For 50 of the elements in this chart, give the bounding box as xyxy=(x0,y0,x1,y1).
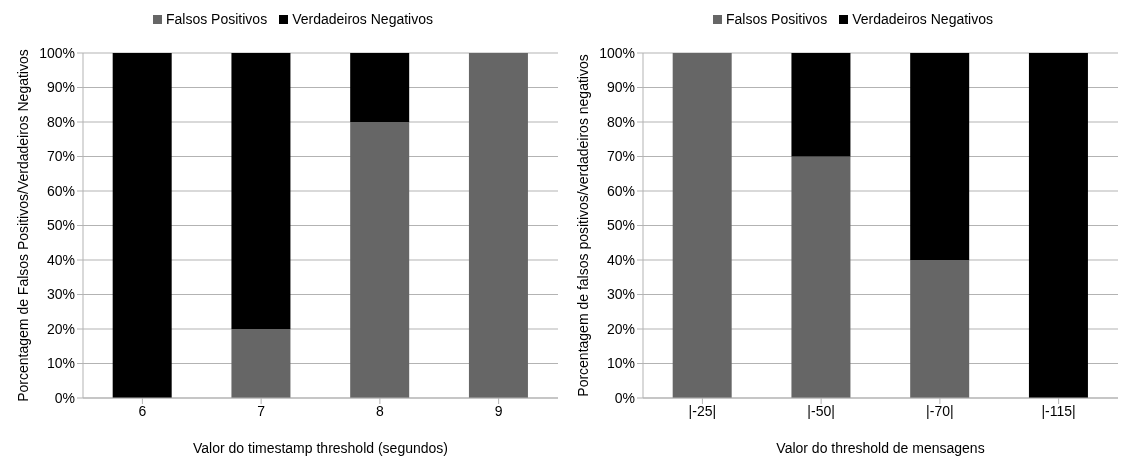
bar xyxy=(468,53,528,398)
x-tick-label: |-50| xyxy=(807,402,835,419)
legend-label: Verdadeiros Negativos xyxy=(291,11,434,27)
legend-label: Falsos Positivos xyxy=(165,11,268,27)
y-tick-label: 20% xyxy=(46,320,75,337)
x-tick-label: |-70| xyxy=(926,402,954,419)
x-axis-title: Valor do threshold de mensagens xyxy=(776,439,985,456)
x-tick-label: 8 xyxy=(375,402,384,419)
y-tick-label: 40% xyxy=(46,251,75,268)
legend-label: Verdadeiros Negativos xyxy=(851,11,994,27)
bar xyxy=(231,53,291,329)
y-tick-label: 10% xyxy=(46,355,75,372)
y-tick-label: 50% xyxy=(606,217,635,234)
legend-label: Falsos Positivos xyxy=(725,11,828,27)
y-tick-label: 30% xyxy=(606,286,635,303)
bar xyxy=(1028,53,1088,398)
y-tick-label: 30% xyxy=(46,286,75,303)
y-tick-label: 40% xyxy=(606,251,635,268)
bar xyxy=(350,122,410,398)
y-tick-label: 100% xyxy=(39,44,75,61)
y-tick-label: 70% xyxy=(46,148,75,165)
y-axis-title: Porcentagem de falsos positivos/verdadeiros negativos xyxy=(574,54,591,397)
x-tick-label: 9 xyxy=(494,402,503,419)
x-tick-label: |-25| xyxy=(688,402,717,419)
y-tick-label: 10% xyxy=(606,355,635,372)
y-tick-label: 20% xyxy=(606,320,635,337)
y-tick-label: 60% xyxy=(606,182,635,199)
y-tick-label: 80% xyxy=(606,113,635,130)
x-tick-label: 7 xyxy=(257,402,266,419)
x-axis-title: Valor do timestamp threshold (segundos) xyxy=(193,439,448,456)
bar xyxy=(112,53,172,398)
y-tick-label: 100% xyxy=(599,44,635,61)
bar xyxy=(791,53,851,157)
y-tick-label: 70% xyxy=(606,148,635,165)
y-tick-label: 50% xyxy=(46,217,75,234)
bar xyxy=(791,156,851,398)
bar xyxy=(910,260,970,398)
x-tick-label: 6 xyxy=(138,402,147,419)
bar xyxy=(672,53,732,398)
y-tick-label: 80% xyxy=(46,113,75,130)
y-axis-title: Porcentagem de Falsos Positivos/Verdadeiros Negativos xyxy=(14,49,31,402)
y-tick-label: 90% xyxy=(606,79,635,96)
bar xyxy=(910,53,970,260)
bar xyxy=(350,53,410,122)
x-tick-label: |-115| xyxy=(1041,402,1076,419)
y-tick-label: 0% xyxy=(54,389,75,406)
y-tick-label: 60% xyxy=(46,182,75,199)
bar xyxy=(231,329,291,398)
y-tick-label: 90% xyxy=(46,79,75,96)
y-tick-label: 0% xyxy=(614,389,635,406)
